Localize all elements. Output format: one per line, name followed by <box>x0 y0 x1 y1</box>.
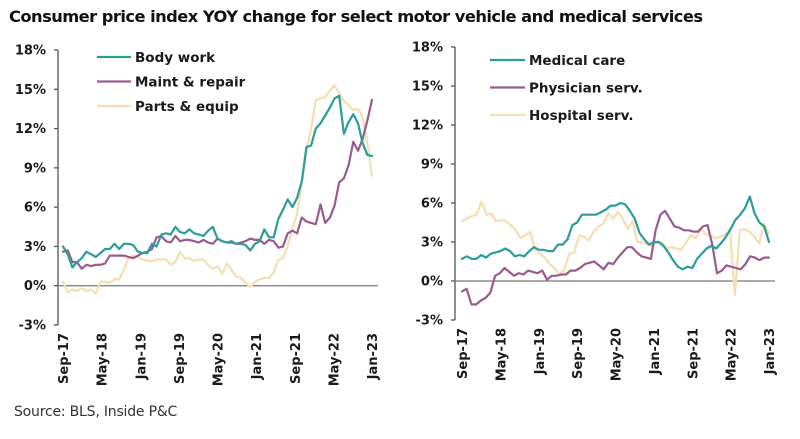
legend-label: Medical care <box>529 53 625 69</box>
x-tick-label: Sep-17 <box>456 328 471 379</box>
series-line-maint-repair <box>61 98 374 270</box>
x-tick-label: Sep-19 <box>571 328 586 379</box>
x-tick-label: Jan-19 <box>134 333 149 380</box>
y-tick-label: 12% <box>412 119 443 134</box>
chart-title: Consumer price index YOY change for sele… <box>9 7 703 26</box>
series-line-hospital-serv- <box>460 200 771 297</box>
legend-label: Parts & equip <box>135 99 239 115</box>
x-tick-label: Sep-19 <box>173 333 188 384</box>
chart-panel-1: -3% 0% 3% 6% 9% 12% 15% 18% Sep-17 May-18 Jan-19 Se… <box>15 44 381 387</box>
legend-label: Maint & repair <box>135 75 246 91</box>
legend-label: Body work <box>135 50 216 66</box>
series-line-body-work <box>61 94 374 269</box>
y-tick-label: -3% <box>19 319 46 334</box>
y-tick-label: 6% <box>421 197 443 212</box>
x-tick-label: Jan-23 <box>366 333 381 380</box>
series-line-medical-care <box>460 195 771 271</box>
y-tick-label: 0% <box>24 279 46 294</box>
x-tick-label: May-22 <box>725 328 740 381</box>
y-tick-label: 18% <box>15 44 46 59</box>
y-tick-label: -3% <box>416 314 443 329</box>
x-tick-label: Sep-21 <box>289 333 304 384</box>
source-note: Source: BLS, Inside P&C <box>14 404 178 420</box>
legend-label: Hospital serv. <box>529 108 633 124</box>
y-tick-label: 18% <box>412 41 443 56</box>
chart-panel-2: -3% 0% 3% 6% 9% 12% 15% 18% Sep-17 May-18 Jan-19 Se… <box>412 41 778 382</box>
x-tick-label: May-20 <box>610 328 625 381</box>
y-tick-label: 12% <box>15 122 46 137</box>
y-tick-label: 0% <box>421 275 443 290</box>
y-tick-label: 3% <box>421 236 443 251</box>
y-tick-label: 15% <box>15 83 46 98</box>
x-tick-label: May-18 <box>96 333 111 386</box>
x-tick-label: Sep-17 <box>57 333 72 384</box>
x-tick-label: May-18 <box>494 328 509 381</box>
y-tick-label: 6% <box>24 201 46 216</box>
x-tick-label: Sep-21 <box>686 328 701 379</box>
series-line-parts-equip <box>61 84 374 295</box>
legend-label: Physician serv. <box>529 81 643 97</box>
y-tick-label: 15% <box>412 80 443 95</box>
y-tick-label: 3% <box>24 240 46 255</box>
y-tick-label: 9% <box>421 158 443 173</box>
x-tick-label: Jan-21 <box>250 333 265 380</box>
x-tick-label: Jan-19 <box>533 328 548 375</box>
series-line-physician-serv- <box>460 209 771 306</box>
x-tick-label: May-22 <box>327 333 342 386</box>
x-tick-label: Jan-21 <box>648 328 663 375</box>
y-tick-label: 9% <box>24 161 46 176</box>
x-tick-label: May-20 <box>212 333 227 386</box>
x-tick-label: Jan-23 <box>763 328 778 375</box>
